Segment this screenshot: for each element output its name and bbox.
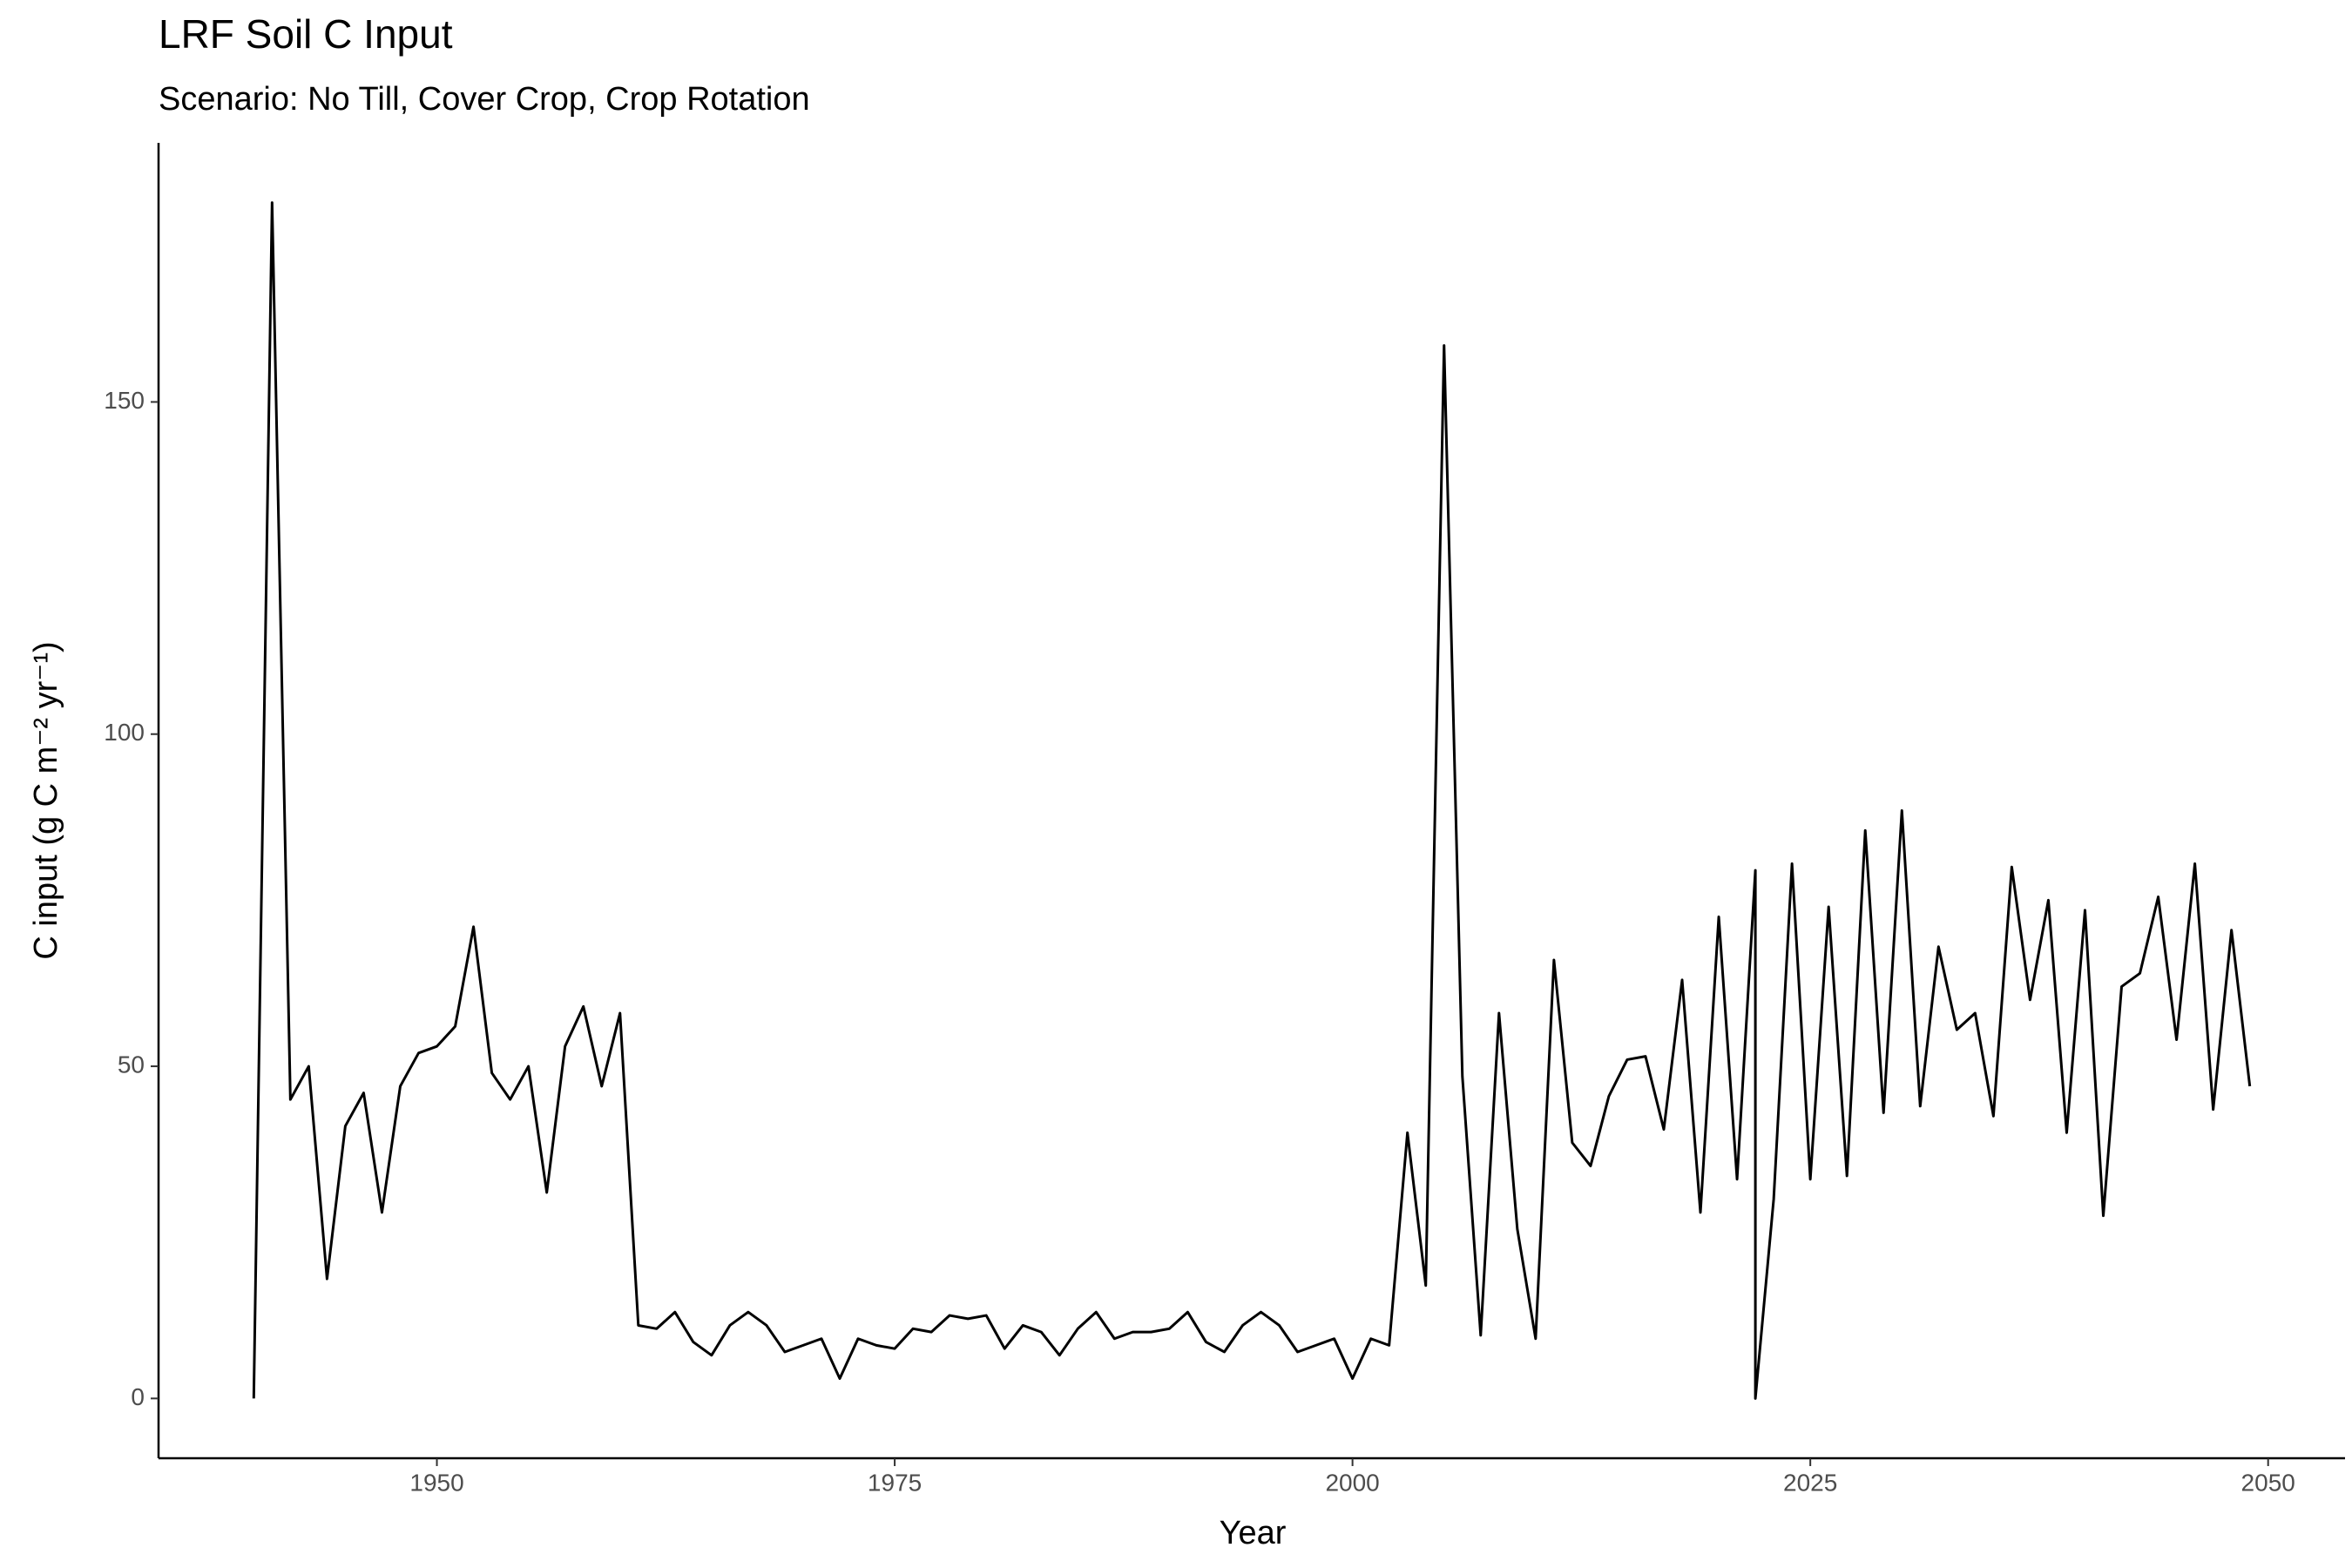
x-axis-title: Year — [1220, 1515, 1287, 1551]
x-tick-label: 2050 — [2241, 1469, 2295, 1496]
x-tick-label: 1975 — [868, 1469, 922, 1496]
x-tick-label: 1950 — [409, 1469, 463, 1496]
y-axis-title: C input (g C m⁻² yr⁻¹) — [28, 641, 64, 959]
data-line — [252, 201, 2252, 1400]
chart-subtitle: Scenario: No Till, Cover Crop, Crop Rota… — [159, 81, 810, 118]
y-tick-label: 0 — [131, 1383, 145, 1410]
y-tick-label: 150 — [104, 387, 145, 414]
y-tick-label: 50 — [118, 1051, 145, 1078]
x-tick-label: 2000 — [1325, 1469, 1379, 1496]
y-tick-label: 100 — [104, 719, 145, 746]
x-tick-label: 2025 — [1783, 1469, 1837, 1496]
chart-title: LRF Soil C Input — [159, 11, 453, 57]
